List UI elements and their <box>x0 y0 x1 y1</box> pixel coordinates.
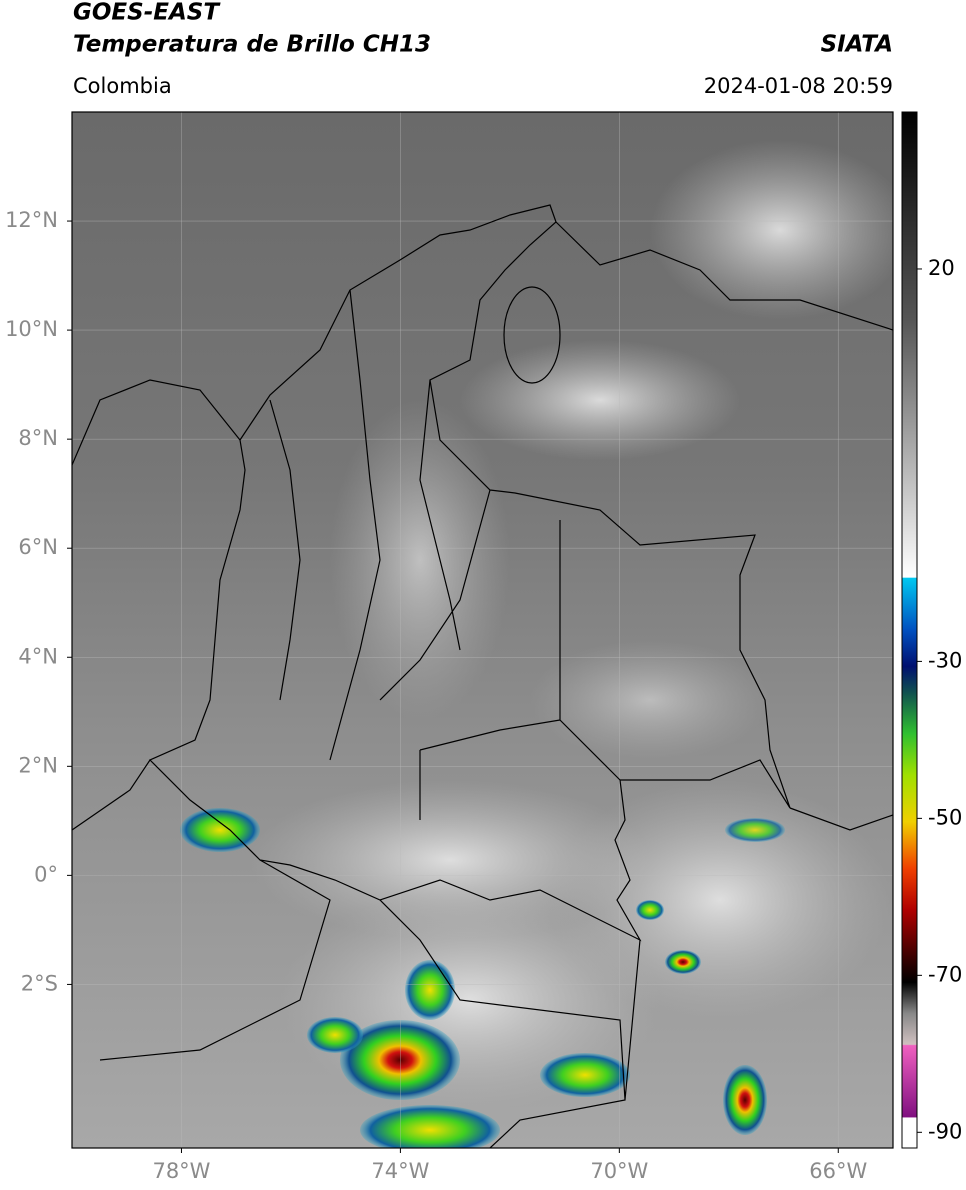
storm <box>665 950 701 974</box>
lat-tick-label: 10°N <box>5 317 58 341</box>
storm <box>540 1053 630 1097</box>
lon-tick-label: 66°W <box>809 1159 867 1183</box>
colombia-border <box>148 204 791 942</box>
ticks: 78°W 74°W 70°W 66°W 12°N 10°N 8°N 6°N 4°N 2°N 0° 2°… <box>5 208 962 1183</box>
lat-tick-label: 2°N <box>18 753 58 777</box>
lon-tick-label: 74°W <box>371 1159 429 1183</box>
lake-maracaibo <box>503 286 561 384</box>
lat-tick-label: 6°N <box>18 535 58 559</box>
colorbar-tick-label: -70 <box>928 962 962 986</box>
storm <box>180 808 260 852</box>
datetime: 2024-01-08 20:59 <box>704 74 893 98</box>
satellite-image <box>72 112 893 1148</box>
cloud <box>530 640 770 760</box>
lat-tick-label: 0° <box>34 862 58 886</box>
department-borders <box>269 289 621 820</box>
storm <box>725 818 785 842</box>
lat-tick-label: 2°S <box>21 971 58 995</box>
subtitle: Temperatura de Brillo CH13 <box>73 32 431 58</box>
lat-tick-label: 4°N <box>18 644 58 668</box>
panama-coast <box>72 379 241 466</box>
colorbar-tick-label: 20 <box>928 256 955 280</box>
colorbar <box>901 111 918 1149</box>
grid <box>72 112 893 1148</box>
storm <box>636 900 664 920</box>
agency: SIATA <box>821 32 893 58</box>
region: Colombia <box>73 74 172 98</box>
storm <box>360 1105 500 1148</box>
storm <box>723 1065 767 1135</box>
storm <box>405 960 455 1020</box>
title: GOES-EAST <box>73 0 221 26</box>
cloud <box>460 340 740 460</box>
storm <box>340 1020 460 1100</box>
colorbar-tick-label: -50 <box>928 805 962 829</box>
lat-tick-label: 12°N <box>5 208 58 232</box>
cloud <box>330 400 510 720</box>
storm <box>307 1017 363 1053</box>
venezuela-coast <box>555 221 893 331</box>
lat-tick-label: 8°N <box>18 426 58 450</box>
colorbar-tick-label: -90 <box>928 1119 962 1143</box>
lon-tick-label: 78°W <box>152 1159 210 1183</box>
borders <box>72 204 893 1148</box>
colorbar-tick-label: -30 <box>928 648 962 672</box>
other-borders <box>72 759 893 1148</box>
map-frame <box>71 111 894 1149</box>
cloud <box>650 140 893 320</box>
lon-tick-label: 70°W <box>590 1159 648 1183</box>
